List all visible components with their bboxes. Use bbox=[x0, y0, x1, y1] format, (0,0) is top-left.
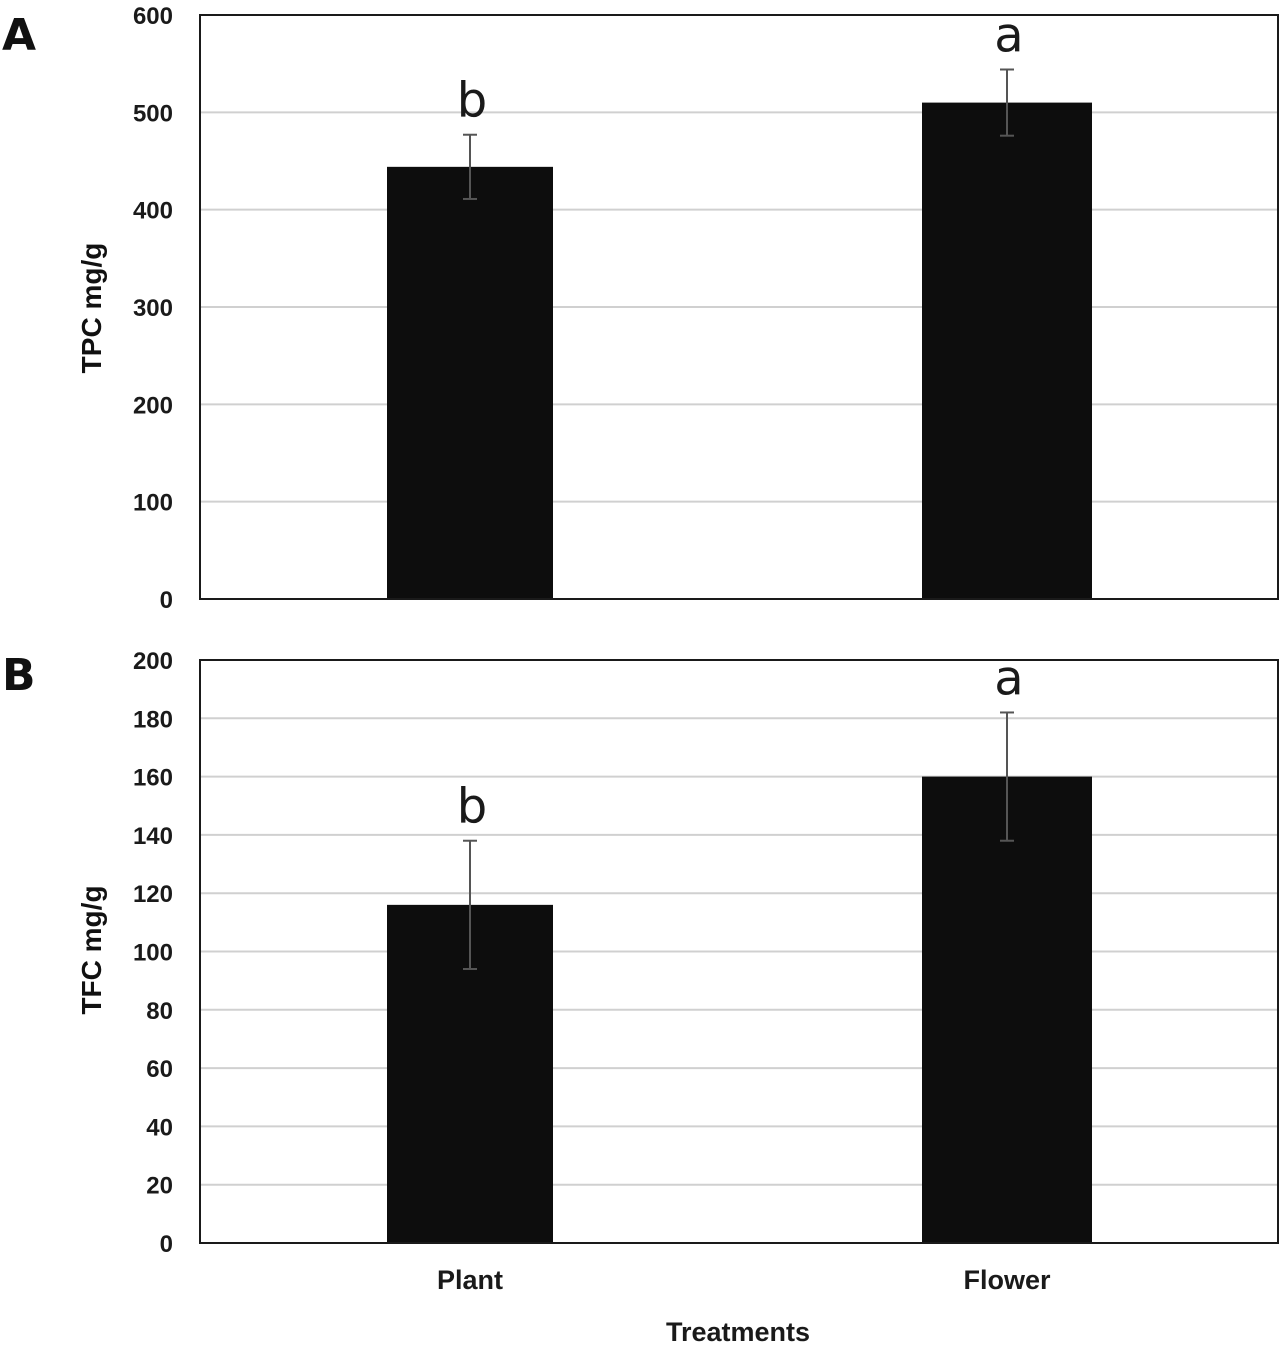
panel-a-bar-flower bbox=[922, 102, 1092, 599]
panel-a-y-tick-label: 100 bbox=[133, 490, 173, 517]
panel-a-y-tick-label: 300 bbox=[133, 295, 173, 322]
panel-b-error-bar-plant bbox=[463, 839, 477, 970]
panel-a-error-bar-flower bbox=[1000, 68, 1014, 137]
panel-b-y-tick-label: 80 bbox=[146, 998, 173, 1025]
panel-b-label: B bbox=[2, 650, 36, 701]
panel-b-bar-flower bbox=[922, 776, 1092, 1243]
panel-a-significance-flower: a bbox=[994, 8, 1023, 64]
panel-b-chart: B TFC mg/g b a 0 20 40 60 80 100 120 140 160 180 200 bbox=[2, 648, 1279, 1258]
x-tick-label-plant: Plant bbox=[437, 1265, 503, 1295]
x-tick-label-flower: Flower bbox=[963, 1265, 1051, 1295]
panel-a-y-axis-title: TPC mg/g bbox=[76, 243, 107, 374]
panel-b-significance-flower: a bbox=[994, 650, 1023, 706]
panel-b-y-tick-label: 120 bbox=[133, 881, 173, 908]
x-axis-categories: Plant Flower bbox=[437, 1265, 1051, 1295]
panel-b-y-axis-title: TFC mg/g bbox=[76, 885, 107, 1014]
panel-b-y-tick-label: 160 bbox=[133, 765, 173, 792]
panel-b-y-tick-label: 200 bbox=[133, 648, 173, 675]
panel-b-y-tick-label: 40 bbox=[146, 1114, 173, 1141]
panel-a-error-bar-plant bbox=[463, 133, 477, 200]
panel-b-y-tick-label: 60 bbox=[146, 1056, 173, 1083]
panel-a-y-tick-label: 400 bbox=[133, 198, 173, 225]
x-axis-title: Treatments bbox=[666, 1317, 810, 1345]
panel-a-chart: A TPC mg/g b a 0 100 200 300 400 500 600 bbox=[2, 3, 1279, 614]
panel-b-significance-plant: b bbox=[457, 779, 487, 835]
panel-b-y-tick-label: 0 bbox=[160, 1231, 173, 1258]
panel-a-y-tick-label: 200 bbox=[133, 392, 173, 419]
panel-b-y-tick-label: 100 bbox=[133, 940, 173, 967]
panel-b-error-bar-flower bbox=[1000, 711, 1014, 842]
panel-a-label: A bbox=[2, 10, 36, 61]
panel-b-y-tick-label: 20 bbox=[146, 1173, 173, 1200]
panel-a-plot-frame bbox=[199, 14, 1279, 600]
panel-a-y-tick-label: 500 bbox=[133, 100, 173, 127]
panel-b-plot-frame bbox=[199, 659, 1279, 1244]
panel-a-bar-plant bbox=[387, 166, 553, 599]
panel-b-y-tick-label: 180 bbox=[133, 706, 173, 733]
panel-a-significance-plant: b bbox=[457, 73, 487, 129]
panel-b-y-tick-label: 140 bbox=[133, 823, 173, 850]
panel-a-y-tick-label: 0 bbox=[160, 587, 173, 614]
panel-a-y-tick-label: 600 bbox=[133, 3, 173, 30]
